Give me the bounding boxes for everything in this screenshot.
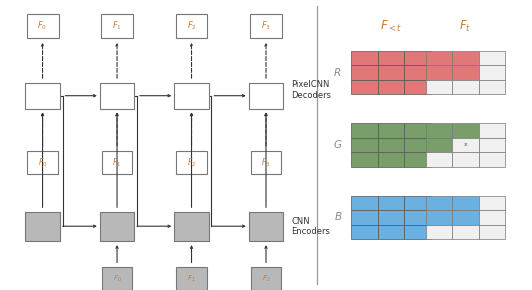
Bar <box>176 14 207 38</box>
Bar <box>248 212 283 241</box>
Bar <box>351 152 378 167</box>
Bar <box>351 80 378 94</box>
Bar <box>404 51 431 65</box>
Bar <box>351 196 378 210</box>
Bar <box>378 80 404 94</box>
Bar <box>479 65 505 80</box>
Text: $F_{2}$: $F_{2}$ <box>187 20 196 32</box>
Text: $F_{2}$: $F_{2}$ <box>262 273 270 284</box>
Bar <box>426 80 452 94</box>
Bar <box>378 225 404 239</box>
Bar <box>25 83 60 109</box>
Bar <box>102 267 132 290</box>
Bar <box>100 83 134 109</box>
Bar <box>452 138 479 152</box>
Bar <box>479 138 505 152</box>
Text: x: x <box>463 142 468 148</box>
Text: CNN
Encoders: CNN Encoders <box>292 217 330 236</box>
Bar <box>479 152 505 167</box>
Bar <box>251 151 281 174</box>
Bar <box>404 196 431 210</box>
Bar <box>426 210 452 225</box>
Bar <box>404 65 431 80</box>
Bar <box>452 210 479 225</box>
Bar <box>250 14 282 38</box>
Bar <box>27 151 58 174</box>
Bar <box>351 123 378 138</box>
Bar <box>176 267 207 290</box>
Bar <box>404 123 431 138</box>
Bar <box>404 138 431 152</box>
Bar <box>248 83 283 109</box>
Bar <box>351 65 378 80</box>
Bar <box>404 152 431 167</box>
Bar <box>452 225 479 239</box>
Bar <box>378 196 404 210</box>
Bar <box>100 212 134 241</box>
Bar <box>479 196 505 210</box>
Bar <box>426 123 452 138</box>
Bar <box>27 14 59 38</box>
Text: $F_{1}$: $F_{1}$ <box>112 20 122 32</box>
Bar <box>378 138 404 152</box>
Bar <box>479 80 505 94</box>
Bar <box>176 151 207 174</box>
Bar <box>452 152 479 167</box>
Bar <box>452 51 479 65</box>
Bar <box>351 225 378 239</box>
Bar <box>102 151 132 174</box>
Bar <box>479 51 505 65</box>
Bar <box>452 65 479 80</box>
Text: $F_{0}$: $F_{0}$ <box>37 20 48 32</box>
Bar <box>426 65 452 80</box>
Text: $F_{<t}$: $F_{<t}$ <box>380 19 402 34</box>
Bar <box>426 51 452 65</box>
Bar <box>479 210 505 225</box>
Text: $F_{0}$: $F_{0}$ <box>113 273 121 284</box>
Bar <box>404 80 431 94</box>
Bar <box>378 152 404 167</box>
Text: $F_{3}$: $F_{3}$ <box>261 20 271 32</box>
Bar <box>426 225 452 239</box>
Text: $F_{2}$: $F_{2}$ <box>187 156 196 169</box>
Bar <box>479 123 505 138</box>
Bar <box>426 196 452 210</box>
Text: $F_{1}$: $F_{1}$ <box>112 156 122 169</box>
Text: $F_{3}$: $F_{3}$ <box>261 156 271 169</box>
Bar <box>25 212 60 241</box>
Bar <box>101 14 133 38</box>
Bar <box>404 210 431 225</box>
Bar <box>351 51 378 65</box>
Text: G: G <box>334 140 342 150</box>
Bar <box>426 152 452 167</box>
Text: $F_t$: $F_t$ <box>459 19 472 34</box>
Bar <box>351 210 378 225</box>
Bar <box>351 138 378 152</box>
Bar <box>378 123 404 138</box>
Bar <box>378 210 404 225</box>
Bar <box>251 267 281 290</box>
Text: $F_{1}$: $F_{1}$ <box>187 273 196 284</box>
Bar <box>479 225 505 239</box>
Text: PixelCNN
Decoders: PixelCNN Decoders <box>292 80 331 99</box>
Bar <box>452 123 479 138</box>
Bar <box>174 83 209 109</box>
Text: $F_{0}$: $F_{0}$ <box>38 156 47 169</box>
Bar <box>452 80 479 94</box>
Bar <box>378 51 404 65</box>
Bar <box>426 138 452 152</box>
Bar <box>452 196 479 210</box>
Text: R: R <box>334 68 342 77</box>
Bar <box>404 225 431 239</box>
Bar <box>378 65 404 80</box>
Text: B: B <box>334 213 342 222</box>
Bar <box>174 212 209 241</box>
